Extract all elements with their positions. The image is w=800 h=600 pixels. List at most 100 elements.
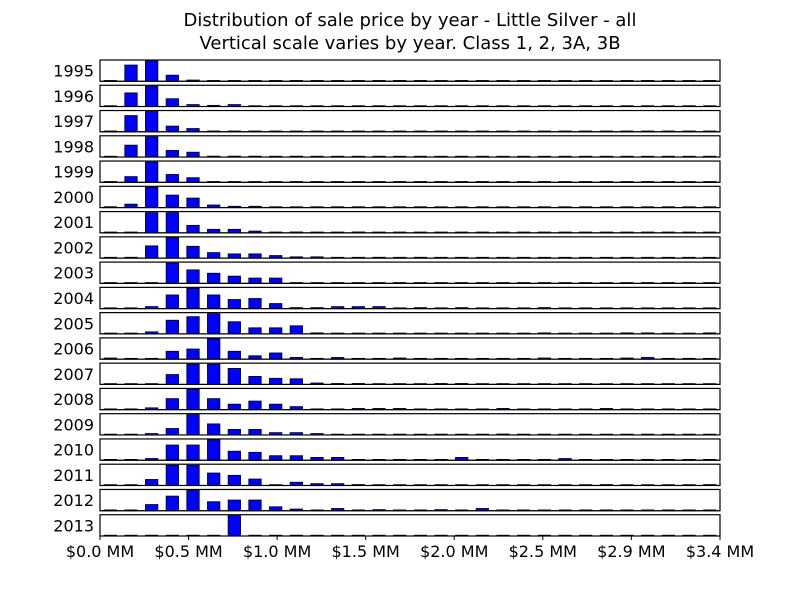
panel-frame	[99, 59, 721, 82]
bar	[145, 479, 159, 486]
bar	[186, 197, 200, 208]
panel-2001: 2001	[53, 210, 721, 234]
bar	[289, 378, 303, 385]
bar	[269, 403, 283, 411]
bar	[207, 252, 221, 259]
bar	[227, 228, 241, 234]
bar	[145, 186, 159, 208]
bar	[227, 253, 241, 259]
year-label: 2008	[53, 390, 94, 409]
year-label: 2010	[53, 441, 94, 460]
year-label: 1996	[53, 87, 94, 106]
x-tick-label: $0.0 MM	[66, 542, 134, 561]
panel-2013: 2013	[53, 514, 721, 537]
panel-2002: 2002	[53, 236, 721, 259]
x-axis: $0.0 MM $0.5 MM $1.0 MM $1.5 MM $2.0 MM $2.5 …	[66, 536, 754, 561]
bar	[124, 144, 138, 158]
bar	[207, 338, 221, 360]
bar	[186, 414, 200, 436]
year-label: 2000	[53, 188, 94, 207]
bar	[269, 377, 283, 385]
bar	[165, 319, 179, 335]
bar	[269, 303, 283, 310]
panel-1996: 1996	[53, 84, 721, 108]
bar	[207, 423, 221, 436]
x-tick-label: $1.0 MM	[243, 542, 311, 561]
bar	[248, 327, 262, 335]
bar	[186, 490, 200, 512]
panel-2005: 2005	[53, 312, 721, 335]
panel-2008: 2008	[53, 387, 721, 411]
bar	[165, 350, 179, 360]
chart-title: Distribution of sale price by year - Lit…	[184, 10, 637, 31]
bar	[186, 389, 200, 411]
year-label: 2012	[53, 491, 94, 510]
bar	[165, 174, 179, 183]
x-tick-label: $2.9 MM	[597, 542, 665, 561]
bar	[124, 176, 138, 183]
panel-1997: 1997	[53, 109, 721, 133]
bar	[165, 374, 179, 385]
year-label: 2004	[53, 289, 94, 308]
x-tick-label: $1.5 MM	[332, 542, 400, 561]
bar	[165, 98, 179, 107]
bar	[124, 115, 138, 133]
bar	[207, 228, 221, 234]
bar	[207, 272, 221, 284]
year-label: 1995	[53, 62, 94, 81]
x-tick-label: $2.5 MM	[509, 542, 577, 561]
bar	[248, 253, 262, 259]
bar	[165, 464, 179, 486]
year-label: 2009	[53, 415, 94, 434]
bar	[145, 136, 159, 158]
bar	[165, 125, 179, 133]
year-label: 2001	[53, 213, 94, 232]
bar	[145, 60, 159, 82]
bar	[165, 74, 179, 82]
bar	[269, 277, 283, 284]
panel-1999: 1999	[53, 160, 721, 183]
panels-layer: 1995 1996 1997 1998 1999 2000 2001 2002 2003 2004…	[53, 59, 721, 537]
bar	[248, 478, 262, 486]
bar	[248, 400, 262, 411]
bar	[227, 499, 241, 512]
bar	[186, 245, 200, 259]
panel-2010: 2010	[53, 438, 721, 461]
bar	[165, 237, 179, 259]
bar	[124, 203, 138, 208]
panel-2003: 2003	[53, 261, 721, 284]
bar	[165, 428, 179, 436]
x-tick-label: $0.5 MM	[154, 542, 222, 561]
bar	[269, 506, 283, 512]
panel-2006: 2006	[53, 337, 721, 360]
bar	[165, 262, 179, 284]
bar	[186, 287, 200, 310]
x-tick-label: $2.0 MM	[420, 542, 488, 561]
bar	[227, 321, 241, 335]
bar	[207, 363, 221, 385]
bar	[207, 472, 221, 486]
year-label: 2007	[53, 365, 94, 384]
year-label: 2002	[53, 238, 94, 257]
bar	[207, 501, 221, 512]
bar	[165, 212, 179, 234]
panel-2007: 2007	[53, 362, 721, 386]
bar	[165, 294, 179, 310]
bar	[145, 504, 159, 512]
bar	[227, 474, 241, 486]
bar	[165, 444, 179, 461]
bar	[207, 398, 221, 411]
bar	[269, 352, 283, 360]
bar	[186, 224, 200, 234]
bar	[289, 325, 303, 335]
bar	[186, 363, 200, 385]
bar	[248, 376, 262, 385]
year-label: 2005	[53, 314, 94, 333]
bar	[207, 439, 221, 461]
year-label: 2011	[53, 466, 94, 485]
bar	[227, 350, 241, 360]
panel-frame	[99, 84, 721, 108]
bar	[145, 245, 159, 259]
year-label: 2006	[53, 340, 94, 359]
